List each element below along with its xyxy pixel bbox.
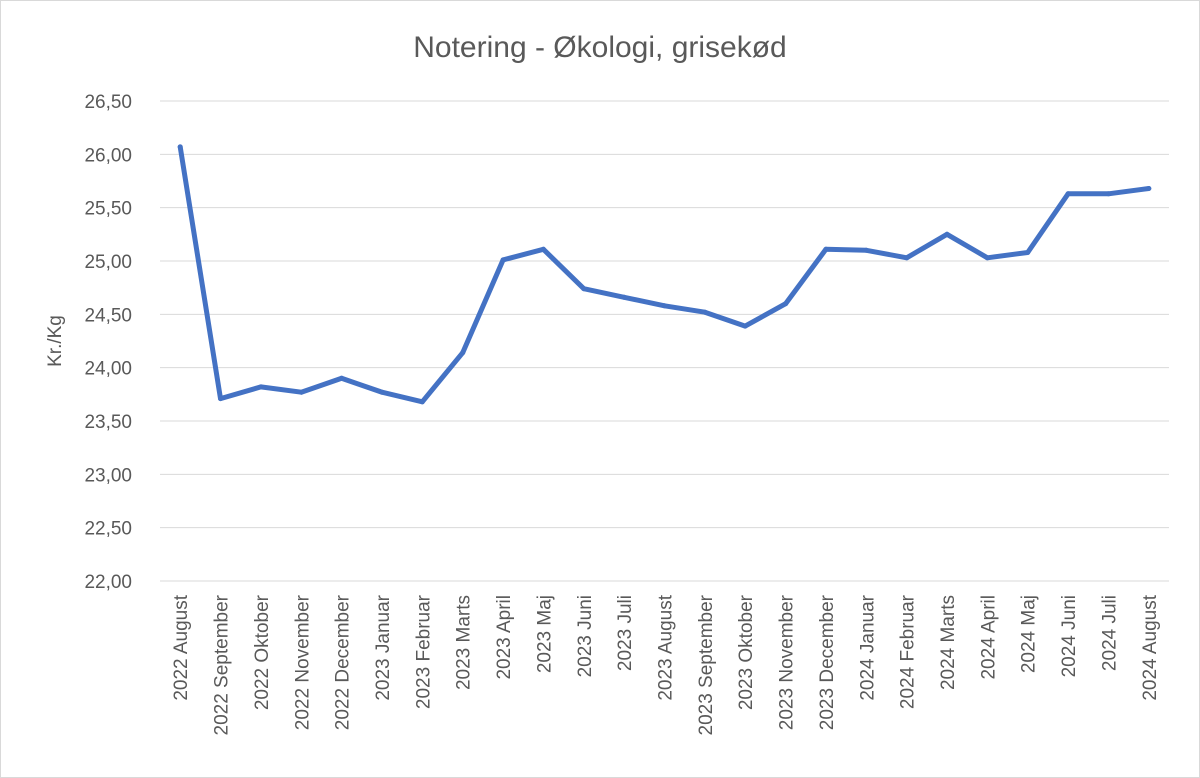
x-tick-label: 2023 August [656,594,677,700]
x-tick-label: 2023 Marts [454,595,475,690]
data-point [177,144,183,150]
x-tick-label: 2023 Maj [534,595,555,673]
x-tick-label: 2022 Oktober [252,594,273,710]
x-tick-label: 2023 Februar [413,594,434,709]
series-layer [177,144,1152,405]
data-point [581,286,587,292]
x-tick-label: 2024 Marts [938,595,959,690]
y-tick-label: 24,50 [84,305,132,326]
data-point [702,309,708,315]
y-axis-label: Kr./Kg [45,315,66,367]
y-tick-label: 26,50 [84,92,132,113]
x-tick-label: 2023 Juni [575,595,596,677]
data-point [823,246,829,252]
y-tick-label: 23,50 [84,412,132,433]
x-tick-label: 2024 Maj [1019,595,1040,673]
y-tick-label: 23,00 [84,465,132,486]
y-tick-label: 25,50 [84,199,132,220]
y-tick-label: 22,50 [84,519,132,540]
data-point [944,231,950,237]
x-tick-label: 2022 August [171,594,192,700]
x-tick-label: 2023 Oktober [736,594,757,710]
x-tick-label: 2023 September [696,594,717,735]
x-tick-label: 2022 September [212,594,233,735]
y-tick-label: 24,00 [84,359,132,380]
x-tick-label: 2024 Februar [898,594,919,709]
data-point [500,257,506,263]
data-point [783,301,789,307]
x-tick-label: 2023 Juli [615,595,636,671]
x-tick-label: 2024 Juni [1059,595,1080,677]
gridlines [160,100,1169,582]
x-tick-label: 2024 Juli [1099,595,1120,671]
data-point [379,389,385,395]
data-point [742,323,748,329]
x-tick-label: 2023 Januar [373,594,394,700]
data-point [258,384,264,390]
x-tick-label: 2024 April [978,595,999,680]
y-axis-ticks: 22,00 22,50 23,00 23,50 24,00 24,50 25,00 25,50… [84,92,132,593]
data-point [460,350,466,356]
data-point [298,389,304,395]
data-point [419,399,425,405]
data-point [1065,191,1071,197]
data-point [339,375,345,381]
data-point [218,396,223,402]
x-tick-label: 2023 November [777,594,798,730]
data-point [1025,250,1031,255]
data-point [984,255,990,261]
x-tick-label: 2024 Januar [857,594,878,700]
data-point [1106,191,1111,197]
data-point [904,255,910,261]
x-tick-label: 2022 November [292,594,313,730]
data-point [621,294,627,300]
x-tick-label: 2023 December [817,594,838,730]
data-point [662,303,667,309]
y-tick-label: 25,00 [84,252,132,273]
series-line [177,144,1152,405]
x-tick-label: 2022 December [333,594,354,730]
x-axis-ticks: 2022 August 2022 September 2022 Oktober 202… [171,594,1161,735]
chart-title: Notering - Økologi, grisekød [413,31,786,64]
data-point [863,247,869,253]
x-tick-label: 2023 April [494,595,515,680]
data-point [1146,186,1152,191]
y-tick-label: 22,00 [84,572,132,593]
data-point [540,246,546,252]
y-tick-label: 26,00 [84,145,132,166]
x-tick-label: 2024 August [1140,594,1161,700]
